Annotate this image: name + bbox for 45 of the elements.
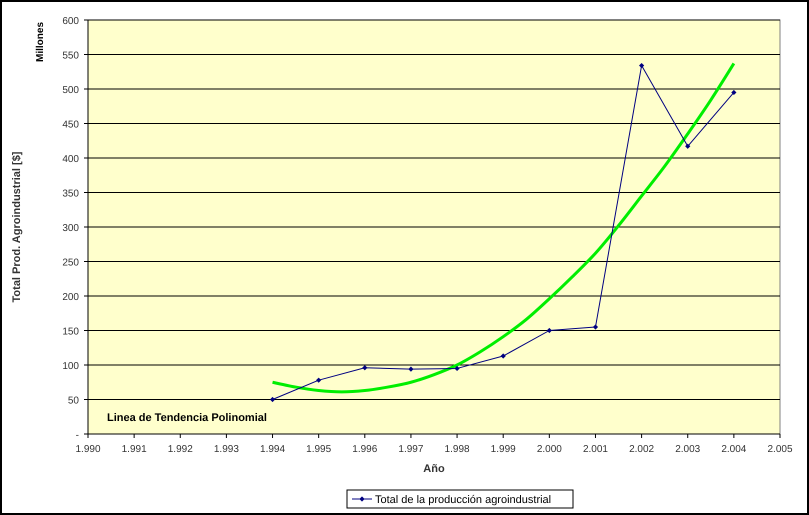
x-tick-label: 1.997 xyxy=(398,444,424,455)
point xyxy=(685,144,690,149)
y-tick-label: 300 xyxy=(62,223,80,234)
y-tick-label: - xyxy=(76,430,79,441)
y-tick-label: 100 xyxy=(62,361,80,372)
x-tick-label: 1.994 xyxy=(260,444,286,455)
point xyxy=(362,365,368,370)
y-tick-label: 600 xyxy=(62,16,80,27)
point xyxy=(500,353,506,359)
x-tick-label: 1.990 xyxy=(75,444,101,455)
legend-label: Total de la producción agroindustrial xyxy=(375,494,552,506)
point xyxy=(731,90,736,96)
point xyxy=(546,328,552,334)
annotation: Linea de Tendencia Polinomial xyxy=(107,412,267,424)
point xyxy=(454,366,460,372)
y-tick-label: 350 xyxy=(62,188,80,200)
x-tick-label: 2.001 xyxy=(582,444,608,455)
y-tick-label: 150 xyxy=(62,326,80,338)
y-axis-title: Total Prod. Agroindustrial [$] xyxy=(11,151,23,302)
point xyxy=(316,378,322,383)
x-tick-label: 1.992 xyxy=(168,444,194,455)
x-tick-label: 2.005 xyxy=(767,444,793,455)
point xyxy=(270,396,276,402)
x-tick-label: 1.993 xyxy=(214,444,240,455)
y-tick-label: 250 xyxy=(62,258,80,268)
x-tick-label: 2.003 xyxy=(675,444,701,455)
text: Millones xyxy=(35,22,46,62)
y-tick-label: 50 xyxy=(68,396,80,406)
x-axis-title: Año xyxy=(423,463,445,475)
y-tick-label: 500 xyxy=(62,85,80,96)
x-tick-label: 2.004 xyxy=(721,444,747,455)
x-tick-label: 1.995 xyxy=(306,444,332,455)
y-tick-label: 400 xyxy=(62,154,80,165)
x-tick-label: 1.991 xyxy=(122,444,148,455)
y-tick-label: 450 xyxy=(62,120,80,130)
point xyxy=(592,324,598,330)
x-tick-label: 2.002 xyxy=(629,444,655,455)
y-tick-label: 200 xyxy=(62,292,80,303)
x-tick-label: 2.000 xyxy=(536,444,562,455)
x-tick-label: 1.999 xyxy=(490,444,516,455)
point xyxy=(408,366,414,372)
x-tick-label: 1.996 xyxy=(352,444,378,455)
y-tick-label: 550 xyxy=(62,50,80,62)
point xyxy=(639,62,644,68)
x-tick-label: 1.998 xyxy=(444,444,470,455)
